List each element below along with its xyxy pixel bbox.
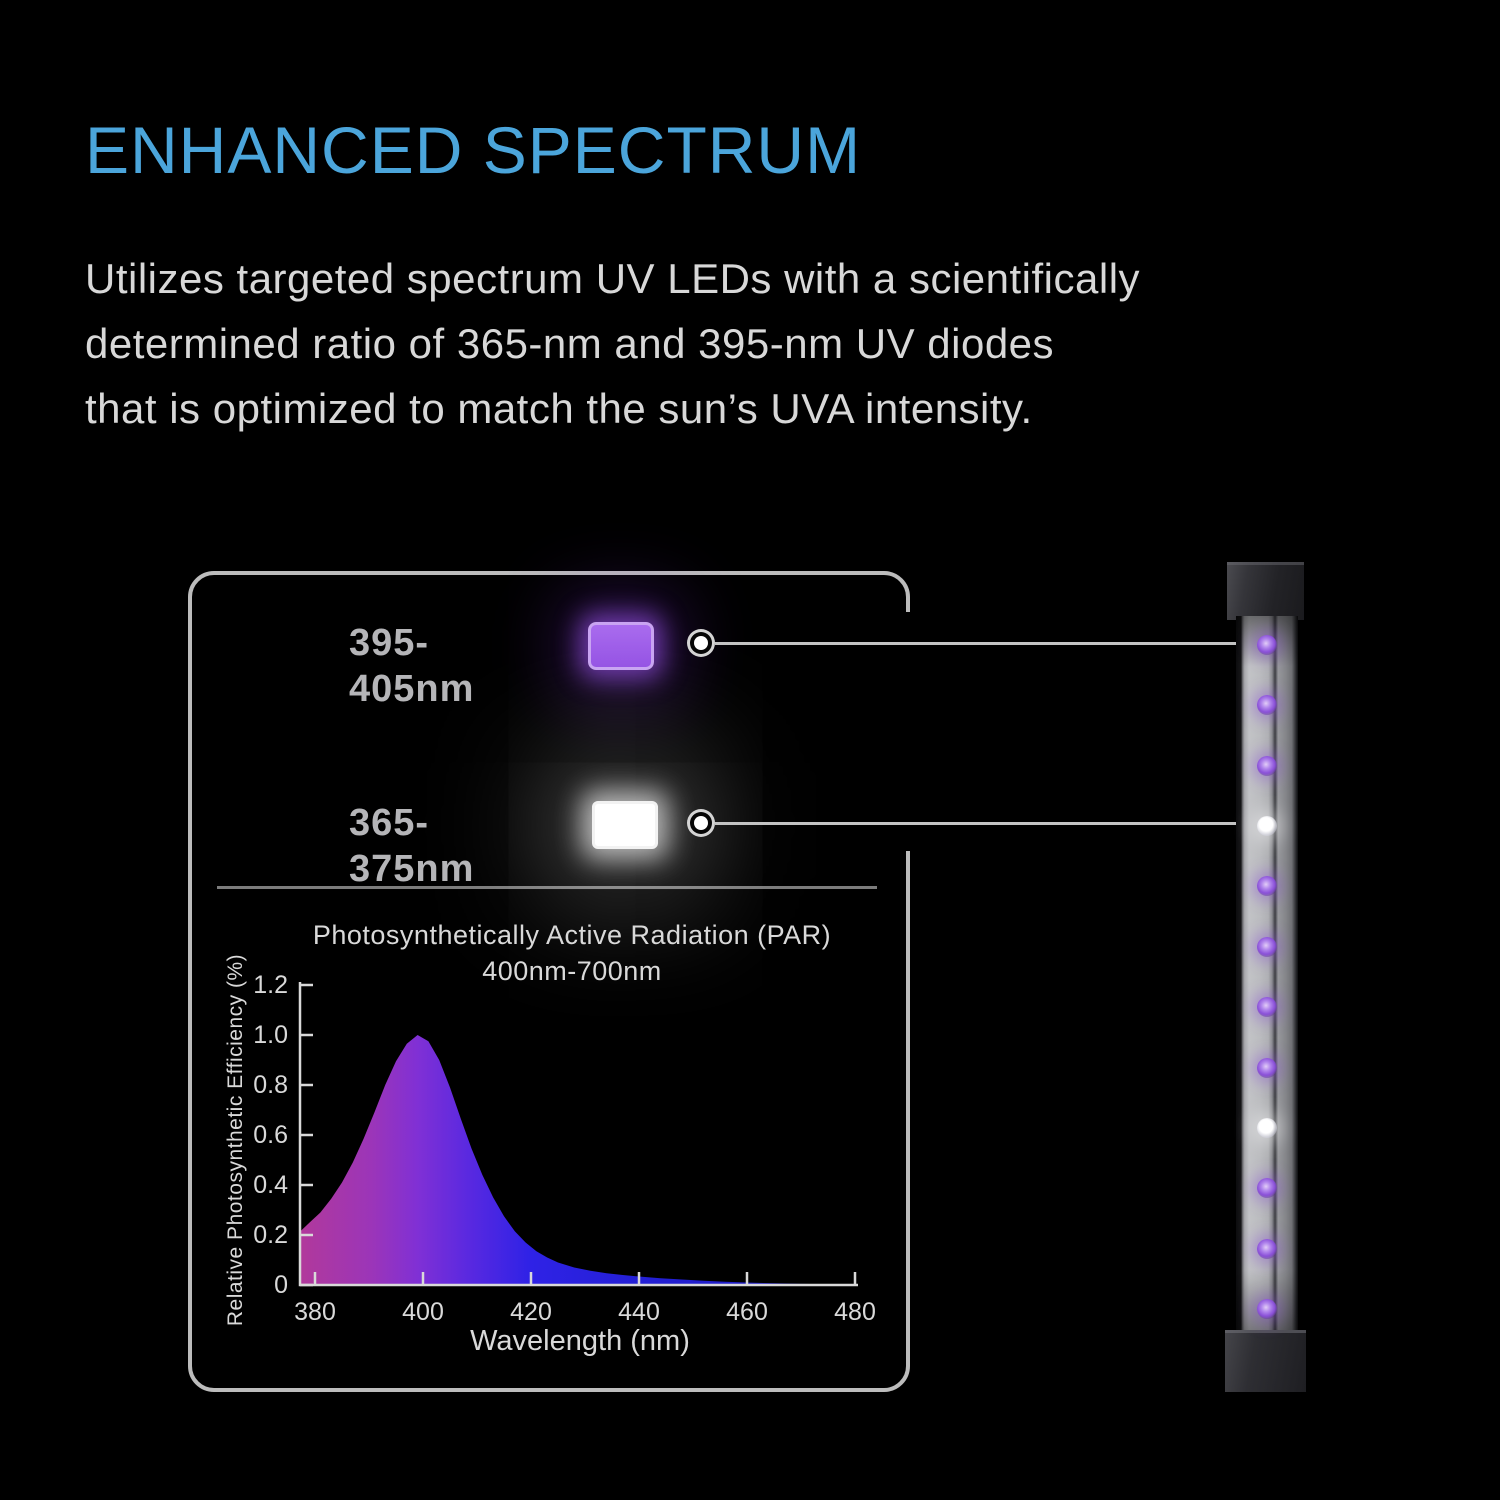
- purple-led-diode: [1257, 1178, 1277, 1199]
- led-bar-body: [1236, 616, 1298, 1334]
- purple-led-diode: [1257, 997, 1277, 1018]
- led-bar-bottom-cap: [1225, 1330, 1306, 1392]
- description-line-2: determined ratio of 365-nm and 395-nm UV…: [85, 320, 1055, 367]
- led-bar-shading: [1236, 616, 1298, 1334]
- connector-dot-365: [694, 816, 708, 830]
- white-led-swatch: [592, 801, 658, 849]
- callout-box: [188, 571, 910, 1392]
- purple-led-diode: [1257, 1298, 1277, 1319]
- description-line-1: Utilizes targeted spectrum UV LEDs with …: [85, 255, 1141, 302]
- connector-line-395: [715, 642, 1256, 645]
- callout-label-395-405nm: 395-405nm: [349, 622, 475, 710]
- purple-led-diode: [1257, 635, 1277, 655]
- purple-led-diode: [1257, 876, 1277, 897]
- purple-led-diode: [1257, 1238, 1277, 1259]
- white-led-diode: [1257, 816, 1277, 837]
- white-led-diode: [1257, 1117, 1277, 1138]
- purple-led-swatch: [588, 622, 654, 670]
- callout-label-365-375nm: 365-375nm: [349, 802, 475, 890]
- purple-led-diode: [1257, 695, 1277, 716]
- separator-line: [217, 886, 877, 889]
- purple-led-diode: [1257, 1057, 1277, 1078]
- callout-box-border-gap: [898, 612, 916, 851]
- page-title: ENHANCED SPECTRUM: [85, 113, 862, 187]
- led-bar-top-cap: [1227, 562, 1304, 620]
- connector-dot-395: [694, 636, 708, 650]
- purple-led-diode: [1257, 755, 1277, 776]
- purple-led-diode: [1257, 936, 1277, 957]
- description-line-3: that is optimized to match the sun’s UVA…: [85, 385, 1033, 432]
- description: Utilizes targeted spectrum UV LEDs with …: [85, 246, 1445, 441]
- connector-line-365: [715, 822, 1256, 825]
